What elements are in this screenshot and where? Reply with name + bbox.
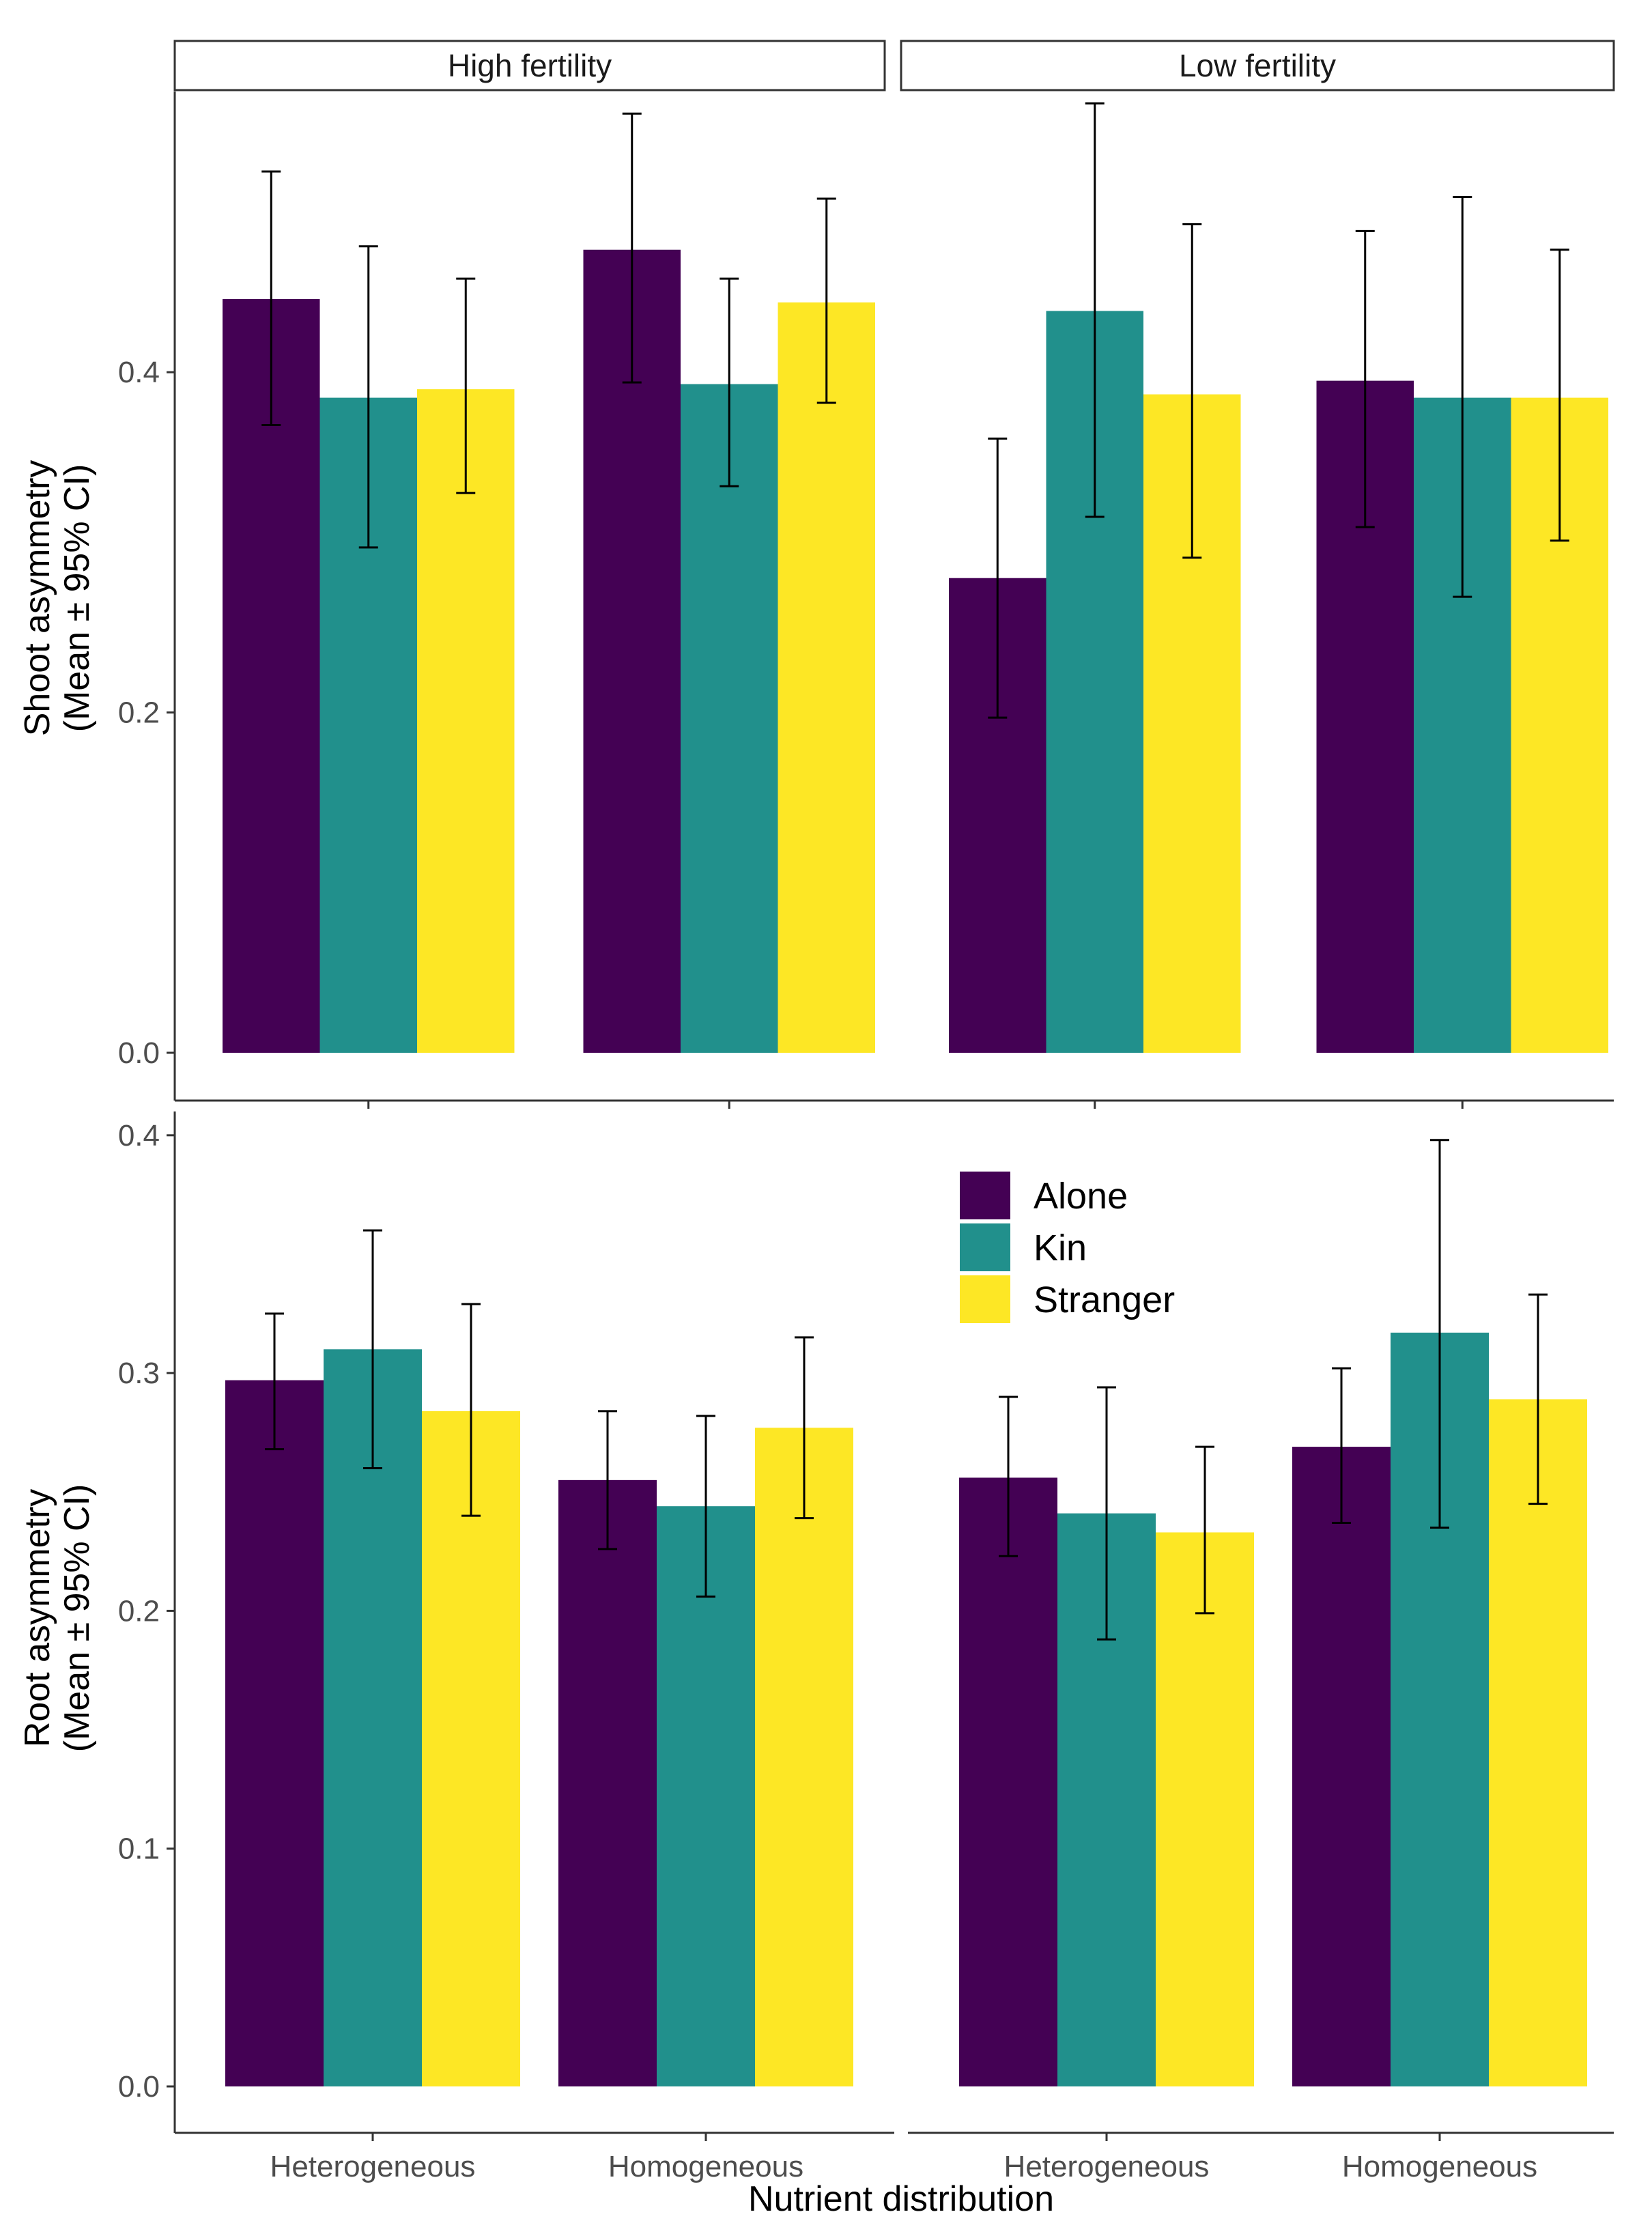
strip-label-low-fertility: Low fertility	[1179, 48, 1336, 83]
legend-key-stranger	[960, 1275, 1010, 1323]
legend-key-alone	[960, 1172, 1010, 1219]
x-tick-label-high-fertility-homogeneous: Homogeneous	[608, 2150, 803, 2183]
bar-root-low-fertility-heterogeneous-alone	[959, 1477, 1057, 2086]
x-tick-label-high-fertility-heterogeneous: Heterogeneous	[270, 2150, 476, 2183]
y-tick-label-root-1: 0.1	[118, 1832, 160, 1866]
y-tick-label-root-2: 0.2	[118, 1594, 160, 1628]
strip-high-fertility: High fertility	[173, 40, 886, 91]
legend-label-stranger: Stranger	[1034, 1279, 1175, 1320]
legend: Alone Kin Stranger	[960, 1172, 1175, 1323]
y-title-root: Root asymmetry (Mean ± 95% CI)	[18, 1484, 97, 1753]
strip-label-high-fertility: High fertility	[448, 48, 612, 83]
bar-shoot-high-fertility-homogeneous-alone	[583, 249, 681, 1053]
bar-shoot-high-fertility-homogeneous-kin	[681, 384, 778, 1053]
y-tick-label-root-0: 0.0	[118, 2070, 160, 2104]
legend-label-kin: Kin	[1034, 1228, 1087, 1269]
y-title-shoot-line1: Shoot asymmetry	[18, 460, 57, 737]
y-title-root-line2: (Mean ± 95% CI)	[57, 1484, 97, 1753]
x-axis-title: Nutrient distribution	[748, 2179, 1054, 2219]
bar-root-low-fertility-homogeneous-alone	[1292, 1447, 1391, 2086]
legend-label-alone: Alone	[1034, 1176, 1128, 1217]
strip-low-fertility: Low fertility	[900, 40, 1615, 91]
bar-root-low-fertility-homogeneous-stranger	[1489, 1399, 1587, 2086]
y-title-shoot: Shoot asymmetry (Mean ± 95% CI)	[18, 460, 97, 737]
y-tick-label-root-3: 0.3	[118, 1357, 160, 1390]
bar-shoot-high-fertility-homogeneous-stranger	[778, 302, 875, 1053]
bar-root-high-fertility-homogeneous-stranger	[755, 1428, 853, 2086]
bar-root-high-fertility-homogeneous-alone	[558, 1479, 657, 2086]
x-tick-label-low-fertility-heterogeneous: Heterogeneous	[1004, 2150, 1210, 2183]
y-tick-label-shoot-0: 0.0	[118, 1036, 160, 1070]
y-title-shoot-line2: (Mean ± 95% CI)	[57, 464, 97, 733]
chart-marks: 0.0 0.2 0.4 0.0 0.1 0.2 0.3 0.4 Heterogeneous Hom…	[118, 102, 1608, 2183]
x-tick-label-low-fertility-homogeneous: Homogeneous	[1342, 2150, 1537, 2183]
bar-root-high-fertility-heterogeneous-stranger	[422, 1411, 520, 2086]
bar-shoot-high-fertility-heterogeneous-stranger	[417, 389, 515, 1053]
axis-lines	[173, 91, 1614, 2134]
bar-root-high-fertility-heterogeneous-kin	[324, 1349, 422, 2086]
legend-key-kin	[960, 1223, 1010, 1271]
bar-root-high-fertility-homogeneous-kin	[657, 1506, 755, 2086]
y-tick-label-shoot-1: 0.2	[118, 696, 160, 730]
bar-root-low-fertility-heterogeneous-stranger	[1156, 1532, 1254, 2086]
y-title-root-line1: Root asymmetry	[18, 1489, 57, 1748]
y-tick-label-shoot-2: 0.4	[118, 356, 160, 389]
bar-root-high-fertility-heterogeneous-alone	[225, 1380, 324, 2086]
y-tick-label-root-4: 0.4	[118, 1119, 160, 1152]
